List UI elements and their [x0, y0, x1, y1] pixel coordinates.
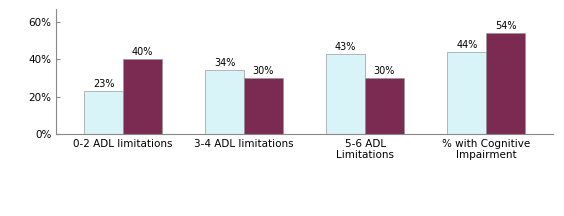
- Bar: [447, 52, 486, 134]
- Text: 43%: 43%: [335, 42, 356, 52]
- Text: 30%: 30%: [253, 66, 274, 76]
- Bar: [84, 91, 123, 134]
- Bar: [123, 59, 162, 134]
- Bar: [486, 33, 525, 134]
- Text: 34%: 34%: [214, 59, 235, 68]
- Text: 23%: 23%: [93, 79, 114, 89]
- Text: 44%: 44%: [456, 40, 478, 50]
- Text: 30%: 30%: [374, 66, 395, 76]
- Bar: [205, 70, 244, 134]
- Bar: [365, 78, 404, 134]
- Text: 40%: 40%: [131, 47, 153, 57]
- Bar: [327, 54, 365, 134]
- Bar: [244, 78, 283, 134]
- Text: 54%: 54%: [495, 21, 516, 31]
